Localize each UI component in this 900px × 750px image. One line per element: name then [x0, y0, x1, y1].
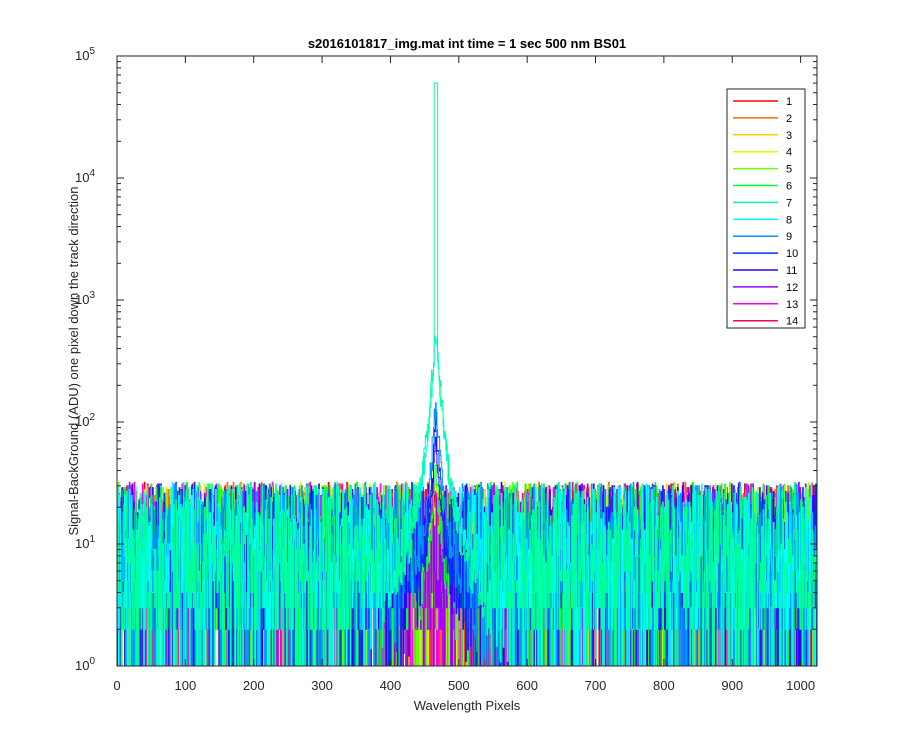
x-tick-label: 400	[380, 678, 402, 693]
x-tick-label: 700	[585, 678, 607, 693]
x-tick-label: 300	[311, 678, 333, 693]
legend-label: 12	[786, 282, 798, 294]
x-tick-label: 900	[721, 678, 743, 693]
series-group	[117, 82, 818, 667]
legend-label: 5	[786, 164, 792, 176]
legend-label: 3	[786, 130, 792, 142]
y-tick-label: 101	[75, 534, 95, 551]
y-tick-label: 105	[75, 46, 95, 63]
x-tick-label: 200	[243, 678, 265, 693]
legend-label: 6	[786, 181, 792, 193]
series-line-8	[117, 335, 818, 667]
x-tick-label: 0	[113, 678, 120, 693]
plot-frame	[116, 55, 818, 667]
x-tick-label: 1000	[786, 678, 815, 693]
legend-box	[726, 88, 806, 329]
legend-label: 9	[786, 231, 792, 243]
x-tick-label: 100	[175, 678, 197, 693]
y-tick-label: 100	[75, 656, 95, 673]
legend-label: 10	[786, 248, 798, 260]
x-tick-label: 500	[448, 678, 470, 693]
legend-label: 1	[786, 96, 792, 108]
x-tick-label: 600	[516, 678, 538, 693]
legend-label: 2	[786, 113, 792, 125]
x-axis-ticks: 0 100 200 300 400 500 600 700 800 900 1000	[113, 56, 815, 693]
legend-label: 8	[786, 214, 792, 226]
y-axis-label: Signal-BackGround (ADU) one pixel down t…	[66, 186, 81, 535]
chart-title: s2016101817_img.mat int time = 1 sec 500…	[308, 36, 626, 51]
legend-label: 4	[786, 147, 792, 159]
legend-label: 13	[786, 299, 798, 311]
x-tick-label: 800	[653, 678, 675, 693]
plot-area	[116, 55, 818, 667]
y-tick-label: 102	[75, 412, 95, 429]
legend-label: 14	[786, 316, 798, 328]
legend-label: 7	[786, 197, 792, 209]
x-axis-label: Wavelength Pixels	[414, 698, 521, 713]
legend-label: 11	[786, 265, 797, 277]
y-tick-label: 104	[75, 168, 95, 185]
y-tick-label: 103	[75, 290, 95, 307]
